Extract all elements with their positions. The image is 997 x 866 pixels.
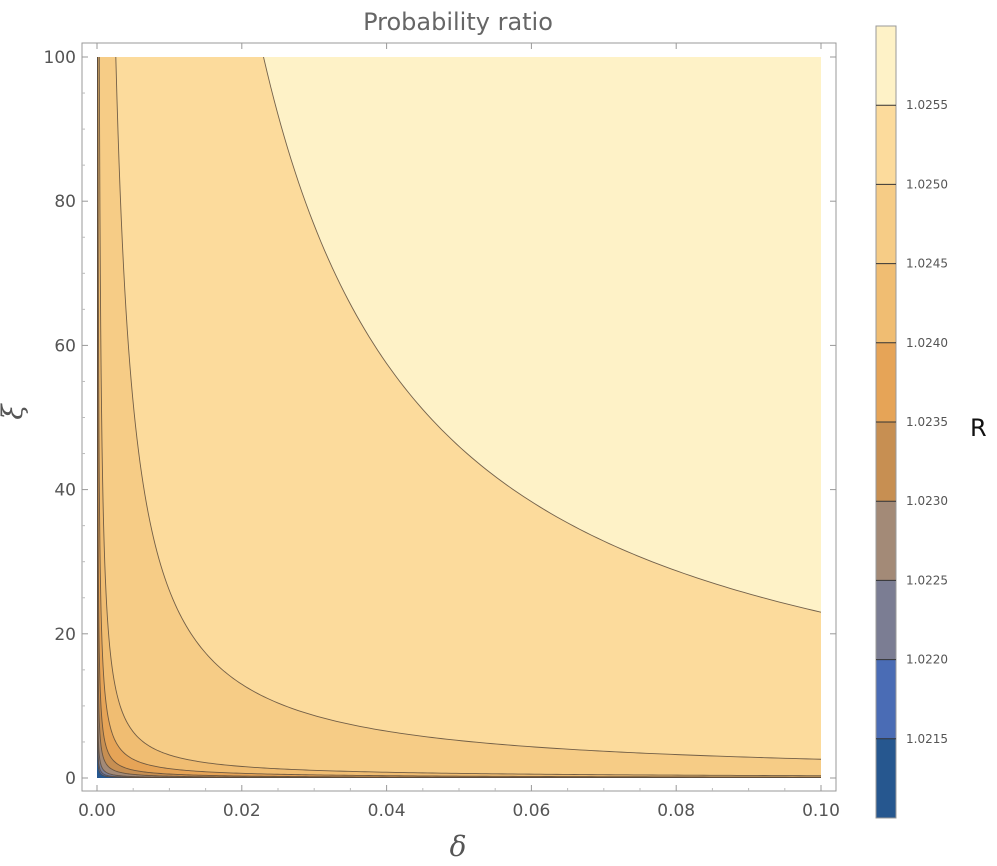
y-tick-label: 20 [54, 625, 76, 645]
colorbar-tick-label: 1.0250 [906, 177, 948, 191]
contour-band-9 [263, 57, 821, 613]
x-tick-label: 0.04 [368, 801, 406, 821]
colorbar-tick-label: 1.0240 [906, 336, 948, 350]
chart-title: Probability ratio [363, 8, 553, 36]
colorbar-tick-label: 1.0215 [906, 732, 948, 746]
y-tick-label: 100 [44, 48, 76, 68]
colorbar-band-7 [876, 184, 896, 264]
colorbar-band-9 [876, 26, 896, 106]
x-tick-label: 0.08 [657, 801, 695, 821]
colorbar-tick-label: 1.0225 [906, 573, 948, 587]
x-tick-label: 0.00 [78, 801, 116, 821]
x-axis-label: δ [450, 830, 467, 863]
colorbar: 1.0215 1.0220 1.0225 1.0230 1.0235 1.0240 1.02… [875, 25, 948, 819]
colorbar-tick-label: 1.0230 [906, 494, 948, 508]
plot-area [97, 57, 821, 778]
x-tick-label: 0.10 [802, 801, 840, 821]
y-tick-label: 80 [54, 192, 76, 212]
contour-line-9 [263, 57, 821, 613]
y-tick-label: 60 [54, 336, 76, 356]
y-tick-label: 0 [65, 769, 76, 789]
colorbar-band-6 [876, 263, 896, 343]
contour-line-6 [97, 57, 821, 778]
y-axis: 0 20 40 60 80 100 [44, 48, 836, 789]
y-tick-label: 40 [54, 481, 76, 501]
colorbar-title: R [970, 414, 987, 442]
colorbar-tick-label: 1.0255 [906, 98, 948, 112]
colorbar-tick-label: 1.0220 [906, 653, 948, 667]
colorbar-band-2 [876, 580, 896, 660]
x-tick-label: 0.02 [223, 801, 261, 821]
colorbar-tick-label: 1.0235 [906, 415, 948, 429]
contour-line-5 [97, 57, 821, 778]
colorbar-tick-label: 1.0245 [906, 257, 948, 271]
colorbar-band-8 [876, 105, 896, 185]
colorbar-band-5 [876, 342, 896, 422]
colorbar-band-3 [876, 501, 896, 581]
contour-line-8 [115, 57, 821, 760]
colorbar-band-0 [876, 738, 896, 818]
colorbar-band-4 [876, 422, 896, 502]
contour-line-7 [98, 57, 821, 777]
colorbar-band-1 [876, 659, 896, 739]
x-tick-label: 0.06 [512, 801, 550, 821]
y-axis-label: ξ [0, 403, 29, 420]
x-axis: 0.00 0.02 0.04 0.06 0.08 0.10 [78, 43, 840, 821]
